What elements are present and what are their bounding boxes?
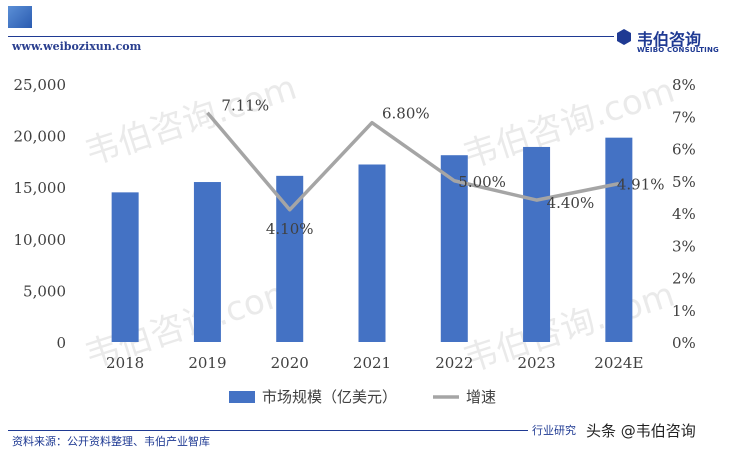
watermark-text: 韦伯咨询.com <box>458 275 679 381</box>
y-right-tick-label: 5% <box>672 173 696 191</box>
site-url: www.weibozixun.com <box>12 40 142 53</box>
source-note: 资料来源：公开资料整理、韦伯产业智库 <box>12 435 210 448</box>
bar-2023 <box>523 146 551 342</box>
growth-data-label: 4.91% <box>617 176 665 194</box>
brand-hexagon-icon <box>617 29 631 45</box>
growth-data-label: 4.10% <box>266 220 314 238</box>
x-tick-label: 2018 <box>106 354 144 372</box>
growth-line <box>206 111 620 212</box>
x-tick-label: 2024E <box>594 354 643 372</box>
y-right-tick-label: 2% <box>672 270 696 288</box>
footer-divider <box>8 430 528 431</box>
y-left-tick-label: 15,000 <box>14 179 67 197</box>
legend-line-label: 增速 <box>466 388 496 406</box>
bar-2020 <box>276 175 304 342</box>
x-tick-label: 2020 <box>271 354 309 372</box>
watermark-text: 韦伯咨询.com <box>80 68 301 174</box>
y-left-tick-label: 5,000 <box>23 282 66 300</box>
growth-data-label: 6.80% <box>382 105 430 123</box>
y-left-tick-label: 20,000 <box>14 128 67 146</box>
bar-2022 <box>440 155 468 342</box>
bar-2021 <box>358 164 386 342</box>
y-right-tick-label: 8% <box>672 76 696 94</box>
y-right-tick-label: 3% <box>672 237 696 255</box>
x-tick-label: 2022 <box>435 354 473 372</box>
credit-watermark: 头条 @韦伯咨询 <box>584 420 698 441</box>
y-right-tick-label: 6% <box>672 141 696 159</box>
y-left-tick-label: 0 <box>56 334 66 352</box>
bar-2024E <box>605 137 633 342</box>
y-right-tick-label: 1% <box>672 302 696 320</box>
x-tick-label: 2019 <box>188 354 226 372</box>
y-left-tick-label: 25,000 <box>14 76 67 94</box>
bar-2018 <box>111 192 139 342</box>
growth-data-label: 7.11% <box>221 97 269 115</box>
x-tick-label: 2021 <box>353 354 391 372</box>
growth-data-label: 4.40% <box>547 194 595 212</box>
legend-bar-label: 市场规模（亿美元） <box>262 388 397 406</box>
footer-category: 行业研究 <box>532 424 576 437</box>
logo-square <box>8 6 32 28</box>
brand-name-en: WEIBO CONSULTING <box>637 46 719 54</box>
y-right-tick-label: 4% <box>672 205 696 223</box>
brand-logo: 韦伯咨询 WEIBO CONSULTING <box>616 26 728 56</box>
header-divider <box>8 36 614 37</box>
y-left-tick-label: 10,000 <box>14 231 67 249</box>
legend-bar-swatch <box>229 391 255 403</box>
y-right-tick-label: 0% <box>672 334 696 352</box>
growth-data-label: 5.00% <box>458 173 506 191</box>
watermark-text: 韦伯咨询.com <box>458 71 679 177</box>
brand-name-cn: 韦伯咨询 <box>637 30 702 49</box>
bar-2019 <box>193 182 221 342</box>
x-tick-label: 2023 <box>517 354 555 372</box>
y-right-tick-label: 7% <box>672 108 696 126</box>
